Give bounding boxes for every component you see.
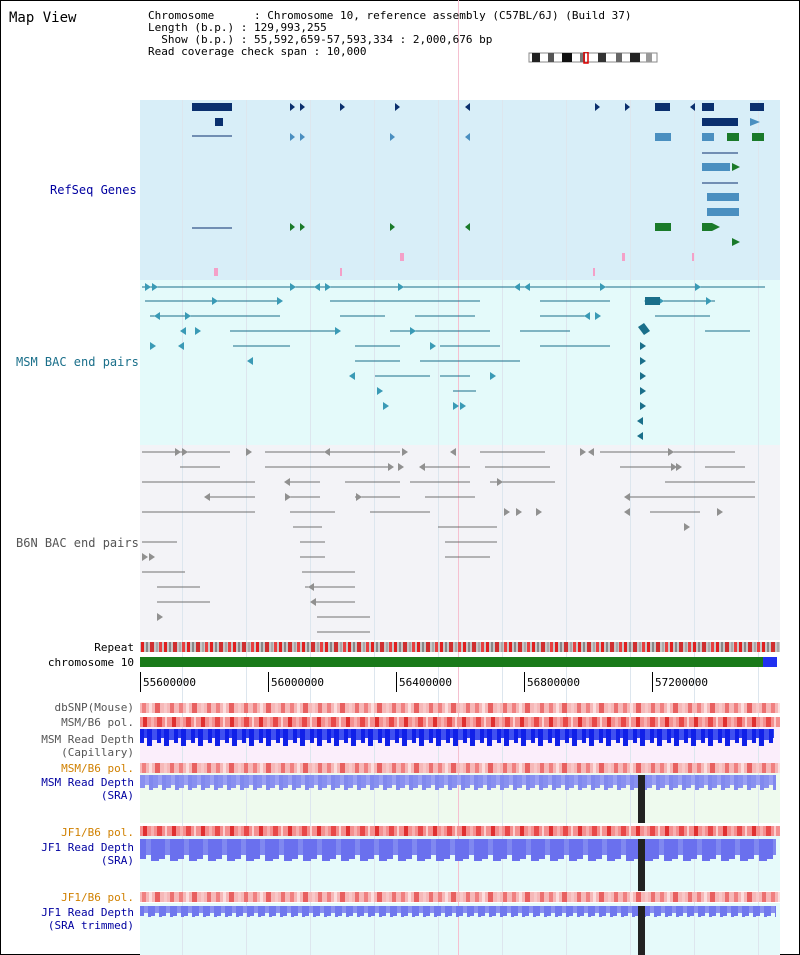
show-range-line: Show (b.p.) : 55,592,659-57,593,334 : 2,… <box>148 33 493 46</box>
msm-sra-depth-chart[interactable] <box>140 775 780 795</box>
track-label-b6n-bac: B6N BAC end pairs <box>16 536 139 550</box>
polymorphism-heat-tracks[interactable] <box>140 703 780 923</box>
jf1-trimmed-depth-chart[interactable] <box>140 906 780 920</box>
chromosome-line: Chromosome : Chromosome 10, reference as… <box>148 9 632 22</box>
grid-line <box>694 100 695 955</box>
label-msm-b6-pol: MSM/B6 pol. <box>61 716 134 729</box>
axis-tick-label: 56800000 <box>527 676 580 689</box>
track-label-chromosome: chromosome 10 <box>47 656 134 669</box>
label-jf1-b6-pol-2: JF1/B6 pol. <box>61 891 134 904</box>
grid-line <box>502 100 503 955</box>
axis-tick <box>652 672 653 692</box>
length-line: Length (b.p.) : 129,993,255 <box>148 21 327 34</box>
grid-line <box>182 100 183 955</box>
axis-tick-label: 56400000 <box>399 676 452 689</box>
b6n-bac-pairs-track[interactable] <box>140 445 780 640</box>
track-label-refseq: RefSeq Genes <box>50 183 137 197</box>
grid-line <box>630 100 631 955</box>
axis-tick <box>396 672 397 692</box>
label-dbsnp: dbSNP(Mouse) <box>54 701 134 714</box>
chromosome-bar[interactable] <box>140 657 780 669</box>
msm-capillary-depth-chart[interactable] <box>140 729 780 759</box>
grid-line <box>374 100 375 955</box>
axis-tick <box>268 672 269 692</box>
coverage-line: Read coverage check span : 10,000 <box>148 45 367 58</box>
gap-marker <box>638 775 645 823</box>
axis-tick-label: 57200000 <box>655 676 708 689</box>
msm-bac-pairs-track[interactable] <box>140 280 780 445</box>
axis-tick-label: 56000000 <box>271 676 324 689</box>
page-title: Map View <box>9 10 77 26</box>
chromosome-info: Chromosome : Chromosome 10, reference as… <box>148 10 631 58</box>
label-msm-depth-sra: MSM Read Depth (SRA) <box>41 776 134 802</box>
track-label-repeat: Repeat <box>94 641 134 654</box>
label-msm-depth-capillary: MSM Read Depth (Capillary) <box>41 733 134 759</box>
position-marker-line <box>458 0 459 955</box>
gap-marker <box>638 906 645 955</box>
label-jf1-depth-sra: JF1 Read Depth (SRA) <box>41 841 134 867</box>
repeat-track[interactable] <box>140 642 780 652</box>
gap-marker <box>638 839 645 891</box>
axis-tick-label: 55600000 <box>143 676 196 689</box>
refseq-genes-track[interactable] <box>140 100 780 280</box>
axis-tick <box>524 672 525 692</box>
grid-line <box>758 100 759 955</box>
jf1-sra-depth-chart[interactable] <box>140 839 780 865</box>
chromosome-ideogram[interactable] <box>528 52 660 64</box>
label-jf1-b6-pol: JF1/B6 pol. <box>61 826 134 839</box>
label-jf1-depth-trimmed: JF1 Read Depth (SRA trimmed) <box>41 906 134 932</box>
axis-tick <box>140 672 141 692</box>
track-label-msm-bac: MSM BAC end pairs <box>16 355 139 369</box>
grid-line <box>246 100 247 955</box>
grid-line <box>566 100 567 955</box>
label-msm-b6-pol-2: MSM/B6 pol. <box>61 762 134 775</box>
